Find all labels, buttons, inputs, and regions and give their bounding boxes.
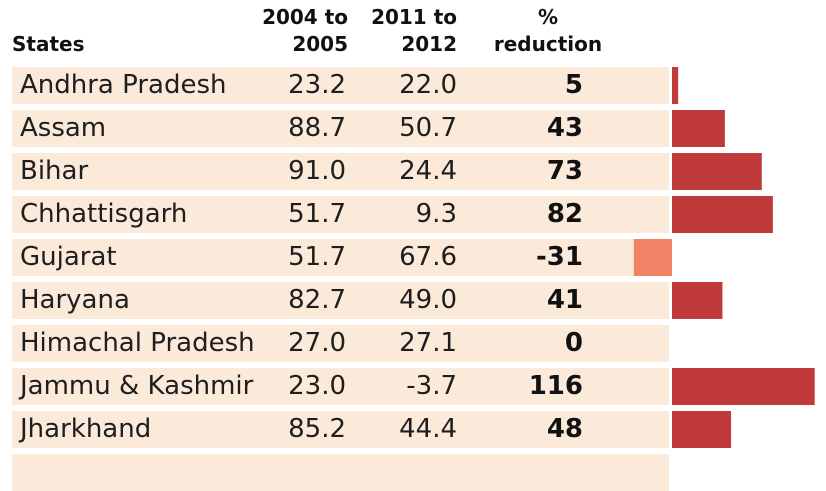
cell-2004: 51.7 <box>288 199 346 229</box>
header-reduction-line2: reduction <box>493 32 603 56</box>
bar-assam <box>672 110 725 147</box>
cell-2011: -3.7 <box>406 371 457 401</box>
header-2004-line1: 2004 to <box>262 5 348 29</box>
table-row <box>12 411 669 448</box>
table-row <box>12 325 669 362</box>
cell-state: Assam <box>20 113 107 143</box>
cell-reduction: 0 <box>564 328 583 358</box>
header-2011: 2011 to 2012 <box>345 4 457 58</box>
cell-state: Jharkhand <box>20 414 152 444</box>
cell-state: Himachal Pradesh <box>20 328 255 358</box>
cell-2011: 44.4 <box>399 414 457 444</box>
cell-2011: 27.1 <box>399 328 457 358</box>
cell-2011: 22.0 <box>399 70 457 100</box>
header-reduction: % reduction <box>492 4 604 58</box>
cell-2004: 85.2 <box>288 414 346 444</box>
cell-state: Gujarat <box>20 242 117 272</box>
cell-state: Haryana <box>20 285 130 315</box>
cell-2004: 23.2 <box>288 70 346 100</box>
bar-chhattisgarh <box>672 196 773 233</box>
cell-state: Andhra Pradesh <box>20 70 227 100</box>
cell-reduction: 41 <box>546 285 583 315</box>
bar-bihar <box>672 153 762 190</box>
cell-reduction: -31 <box>536 242 583 272</box>
table-row <box>12 368 669 405</box>
cell-reduction: 5 <box>564 70 583 100</box>
cell-2004: 88.7 <box>288 113 346 143</box>
table-row <box>12 110 669 147</box>
table-row <box>12 153 669 190</box>
cell-state: Chhattisgarh <box>20 199 188 229</box>
cell-2004: 27.0 <box>288 328 346 358</box>
cell-state: Bihar <box>20 156 89 186</box>
cell-2004: 91.0 <box>288 156 346 186</box>
bar-jharkhand <box>672 411 732 448</box>
reduction-bars <box>633 67 815 448</box>
table-row <box>12 67 669 104</box>
cell-2011: 24.4 <box>399 156 457 186</box>
cell-reduction: 43 <box>546 113 583 143</box>
cell-reduction: 73 <box>546 156 583 186</box>
cell-reduction: 82 <box>546 199 583 229</box>
table-row <box>12 196 669 233</box>
table-body: Andhra Pradesh 23.2 22.0 5 Assam 88.7 50.7 43 Bi… <box>12 67 669 491</box>
header-reduction-line1: % <box>537 5 559 29</box>
header-2004-line2: 2005 <box>292 32 348 56</box>
cell-reduction: 116 <box>528 371 583 401</box>
bar-jammu-kashmir <box>672 368 815 405</box>
cell-state: Jammu & Kashmir <box>20 371 254 401</box>
cell-reduction: 48 <box>546 414 583 444</box>
cell-2004: 23.0 <box>288 371 346 401</box>
cell-2011: 50.7 <box>399 113 457 143</box>
cell-2011: 67.6 <box>399 242 457 272</box>
header-2011-line2: 2012 <box>401 32 457 56</box>
bar-andhra-pradesh <box>672 67 679 104</box>
table-row <box>12 282 669 319</box>
header-2011-line1: 2011 to <box>371 5 457 29</box>
bar-haryana <box>672 282 723 319</box>
header-states: States <box>12 32 85 56</box>
cell-2011: 49.0 <box>399 285 457 315</box>
cell-2011: 9.3 <box>415 199 457 229</box>
cell-2004: 82.7 <box>288 285 346 315</box>
bar-gujarat <box>633 239 672 276</box>
table-row <box>12 239 669 276</box>
header-2004: 2004 to 2005 <box>236 4 348 58</box>
cell-2004: 51.7 <box>288 242 346 272</box>
